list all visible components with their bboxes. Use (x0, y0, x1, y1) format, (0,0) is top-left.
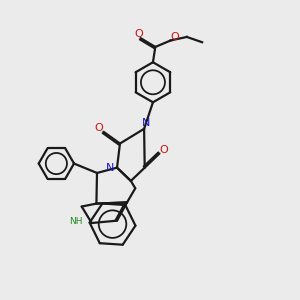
Text: O: O (171, 32, 179, 42)
Text: NH: NH (69, 217, 83, 226)
Text: N: N (106, 163, 115, 173)
Text: O: O (160, 145, 168, 155)
Text: O: O (135, 29, 143, 39)
Text: N: N (141, 118, 150, 128)
Text: O: O (95, 123, 103, 133)
